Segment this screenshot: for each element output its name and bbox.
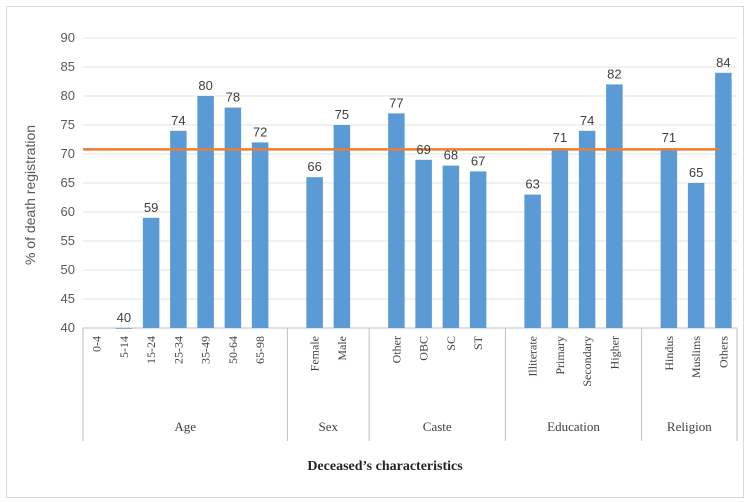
data-label: 68	[444, 148, 458, 163]
y-tick-label: 55	[61, 233, 75, 248]
x-category-label: ST	[471, 335, 485, 350]
x-group-label: Sex	[319, 419, 339, 434]
bar	[224, 107, 242, 328]
data-label: 63	[525, 177, 539, 192]
bars	[115, 72, 732, 329]
bar	[333, 125, 351, 328]
y-tick-label: 60	[61, 204, 75, 219]
data-label: 66	[307, 159, 321, 174]
bar	[606, 84, 623, 329]
x-category-label: Primary	[553, 336, 567, 375]
data-label: 80	[198, 78, 212, 93]
data-label: 67	[471, 153, 485, 168]
x-category-label: Higher	[607, 336, 621, 369]
y-tick-label: 50	[61, 262, 75, 277]
x-category-label: OBC	[417, 336, 431, 361]
x-group-label: Caste	[423, 419, 452, 434]
x-axis: 0-4 5-14 15-24 25-34 35-49 50-64 65-98 Female Ma…	[82, 328, 738, 441]
bar	[524, 194, 541, 328]
x-category-label: 35-49	[199, 336, 213, 364]
x-category-label: Others	[716, 336, 730, 368]
x-category-label: Male	[335, 336, 349, 361]
data-label: 65	[689, 165, 703, 180]
bar	[306, 177, 323, 328]
data-label: 82	[607, 66, 621, 81]
x-category-label: 50-64	[226, 336, 240, 364]
chart-frame: 40 45 50 55 60 65 70 75 80 85 90 40 59 74 80 78 72 66 75 7…	[6, 6, 744, 498]
x-category-label: 65-98	[253, 336, 267, 364]
x-category-label: 0-4	[90, 336, 104, 352]
data-label: 75	[335, 107, 349, 122]
bar	[551, 148, 569, 328]
data-label: 78	[226, 90, 240, 105]
x-axis-title: Deceased’s characteristics	[307, 459, 463, 474]
bar	[142, 217, 160, 328]
x-category-label: 15-24	[144, 336, 158, 364]
x-category-label: 5-14	[117, 336, 131, 358]
data-label: 40	[117, 310, 131, 325]
x-category-label: Other	[389, 336, 403, 363]
gridlines	[83, 37, 737, 329]
data-label: 74	[171, 113, 185, 128]
bar-chart: 40 45 50 55 60 65 70 75 80 85 90 40 59 74 80 78 72 66 75 7…	[22, 30, 738, 474]
data-label: 59	[144, 200, 158, 215]
x-group-label: Religion	[667, 419, 712, 434]
bar	[115, 328, 133, 329]
bar	[388, 113, 405, 329]
bar	[578, 130, 596, 328]
bar	[170, 130, 187, 328]
data-label: 74	[580, 113, 594, 128]
x-group-label: Age	[174, 419, 196, 434]
x-category-label: Illiterate	[526, 336, 540, 377]
bar	[442, 165, 460, 328]
y-axis: 40 45 50 55 60 65 70 75 80 85 90	[61, 30, 75, 335]
x-group-label: Education	[547, 419, 600, 434]
bar	[197, 96, 214, 328]
x-category-label: Secondary	[580, 336, 594, 387]
x-category-label: SC	[444, 336, 458, 351]
y-tick-label: 80	[61, 88, 75, 103]
y-tick-label: 65	[61, 175, 75, 190]
x-category-label: 25-34	[171, 336, 185, 364]
data-label: 71	[662, 130, 676, 145]
data-labels: 40 59 74 80 78 72 66 75 77 69 68 67 63 71 74 82 71 65 84	[117, 55, 731, 325]
data-label: 69	[416, 142, 430, 157]
x-category-label: Female	[308, 336, 322, 371]
bar	[715, 72, 732, 328]
data-label: 71	[553, 130, 567, 145]
y-tick-label: 85	[61, 59, 75, 74]
bar	[469, 171, 487, 328]
y-tick-label: 45	[61, 291, 75, 306]
bar	[660, 148, 678, 328]
data-label: 72	[253, 124, 267, 139]
x-category-label: Hindus	[662, 336, 676, 371]
data-label: 84	[716, 55, 730, 70]
y-tick-label: 90	[61, 30, 75, 45]
y-tick-label: 70	[61, 146, 75, 161]
bar	[251, 142, 269, 328]
y-tick-label: 75	[61, 117, 75, 132]
bar	[415, 159, 432, 328]
y-tick-label: 40	[61, 320, 75, 335]
bar	[687, 183, 705, 328]
data-label: 77	[389, 95, 403, 110]
y-axis-title: % of death registration	[22, 125, 38, 265]
x-category-label: Muslims	[689, 336, 703, 378]
